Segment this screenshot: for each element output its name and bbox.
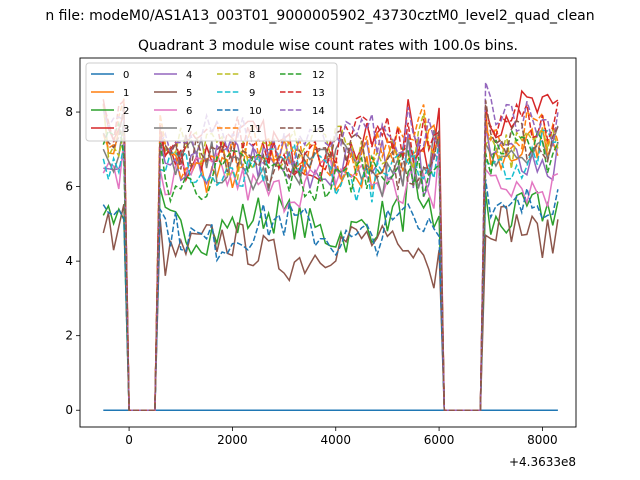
x-tick-label: 6000	[424, 433, 455, 447]
x-tick-label: 8000	[527, 433, 558, 447]
y-tick-label: 2	[65, 329, 73, 343]
chart-suptitle: n file: modeM0/AS1A13_003T01_9000005902_…	[45, 8, 594, 24]
legend-label: 12	[312, 70, 325, 81]
legend-label: 14	[312, 106, 325, 117]
x-offset-label: +4.3633e8	[509, 455, 576, 469]
legend-label: 7	[186, 124, 192, 135]
legend-label: 11	[249, 124, 262, 135]
legend-label: 8	[249, 70, 255, 81]
legend-label: 10	[249, 106, 262, 117]
x-axis: 0 2000 4000 6000 8000	[125, 427, 558, 447]
legend-label: 0	[123, 70, 129, 81]
y-tick-label: 6	[65, 180, 73, 194]
x-tick-label: 0	[125, 433, 133, 447]
series-line-10	[102, 179, 559, 411]
y-tick-label: 0	[65, 403, 73, 417]
y-tick-label: 4	[65, 254, 73, 268]
y-axis: 0 2 4 6 8	[65, 105, 80, 417]
legend-box	[85, 62, 338, 142]
legend-label: 3	[123, 124, 129, 135]
legend-label: 2	[123, 106, 129, 117]
legend-label: 13	[312, 88, 325, 99]
series-line-9	[102, 129, 559, 411]
series-line-15	[102, 100, 559, 411]
x-tick-label: 4000	[320, 433, 351, 447]
legend-label: 6	[186, 106, 192, 117]
legend-label: 4	[186, 70, 192, 81]
series-line-2	[102, 161, 559, 411]
axes-frame	[79, 57, 577, 428]
legend-label: 5	[186, 88, 192, 99]
chart-title: Quadrant 3 module wise count rates with …	[138, 38, 518, 54]
legend-label: 15	[312, 124, 325, 135]
plot-area	[102, 82, 559, 411]
series-line-6	[102, 139, 559, 411]
x-tick-label: 2000	[217, 433, 248, 447]
legend-label: 9	[249, 88, 255, 99]
series-line-14	[102, 82, 559, 411]
y-tick-label: 8	[65, 105, 73, 119]
legend-label: 1	[123, 88, 129, 99]
series-line-13	[102, 99, 559, 411]
